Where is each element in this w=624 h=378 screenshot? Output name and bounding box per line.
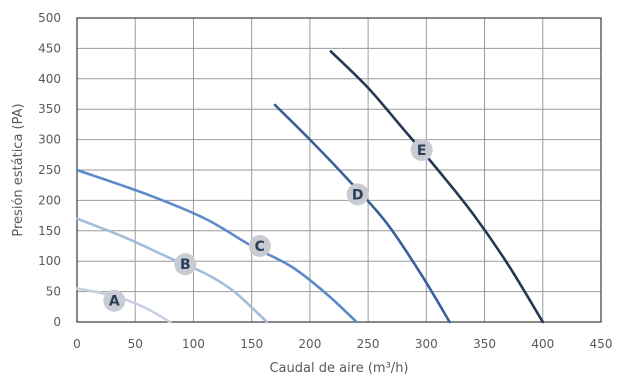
y-tick-label: 450 — [38, 41, 61, 55]
x-tick-label: 50 — [128, 337, 143, 351]
x-tick-label: 300 — [415, 337, 438, 351]
x-axis-label: Caudal de aire (m³/h) — [269, 361, 408, 376]
y-tick-label: 200 — [38, 193, 61, 207]
x-tick-label: 100 — [182, 337, 205, 351]
x-tick-label: 350 — [473, 337, 496, 351]
series-label-b: B — [180, 257, 191, 273]
series-line-d — [273, 103, 451, 324]
x-tick-label: 200 — [298, 337, 321, 351]
series-marker-b — [174, 253, 197, 276]
series-label-d: D — [352, 187, 364, 203]
series-marker-d — [346, 183, 369, 206]
y-tick-label: 350 — [38, 102, 61, 116]
series-labels: A B C D E — [103, 138, 433, 312]
tick-labels: 0 50 100 150 200 250 300 350 400 450 0 50 100 150 200 2… — [38, 11, 612, 351]
x-tick-label: 0 — [73, 337, 81, 351]
x-tick-label: 400 — [531, 337, 554, 351]
y-tick-label: 0 — [53, 315, 61, 329]
y-tick-label: 500 — [38, 11, 61, 25]
series-marker-e — [410, 138, 433, 161]
y-tick-label: 50 — [46, 285, 61, 299]
y-tick-label: 100 — [38, 254, 61, 268]
x-tick-label: 250 — [357, 337, 380, 351]
x-tick-label: 150 — [240, 337, 263, 351]
x-tick-label: 450 — [590, 337, 613, 351]
y-tick-label: 250 — [38, 163, 61, 177]
series-marker-c — [248, 235, 271, 257]
y-tick-label: 150 — [38, 224, 61, 238]
series-label-e: E — [417, 143, 427, 159]
series-label-c: C — [255, 239, 265, 255]
y-tick-label: 300 — [38, 133, 61, 147]
series-line-e — [329, 50, 545, 324]
y-axis-label: Presión estática (PA) — [11, 103, 26, 236]
series-marker-a — [103, 289, 126, 312]
y-tick-label: 400 — [38, 72, 61, 86]
series-label-a: A — [109, 294, 120, 310]
